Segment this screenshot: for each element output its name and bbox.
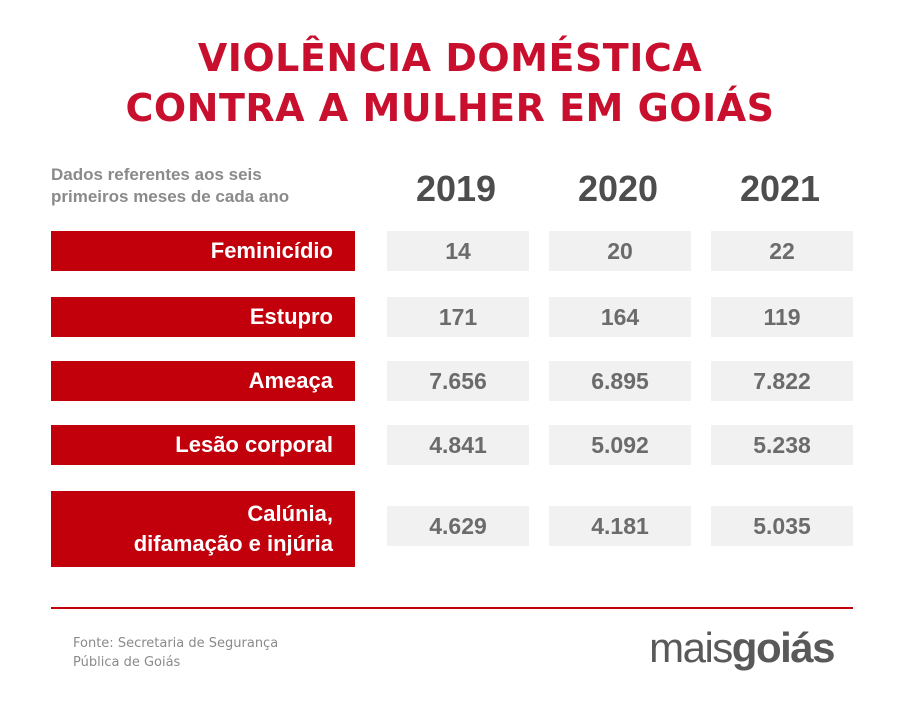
table-cell: 7.656 [387,361,529,401]
table-cell: 164 [549,297,691,337]
table-cell: 4.841 [387,425,529,465]
year-header-2019: 2019 [415,168,497,209]
table-cell: 119 [711,297,853,337]
page-title-line-2: CONTRA A MULHER EM GOIÁS [125,86,775,130]
category-feminicidio: Feminicídio [51,231,355,271]
table-cell: 20 [549,231,691,271]
table-cell: 5.238 [711,425,853,465]
table-cell: 4.629 [387,506,529,546]
data-note-line-1: Dados referentes aos seis [51,165,262,184]
logo-part-1: mais [649,624,733,671]
data-note: Dados referentes aos seis primeiros mese… [51,164,371,208]
maisgoias-logo: maisgoiás [649,624,836,672]
table-cell: 22 [711,231,853,271]
category-calunia-difamacao-injuria: Calúnia, difamação e injúria [51,491,355,567]
logo-part-2: goiás [731,624,836,671]
category-ameaca: Ameaça [51,361,355,401]
table-cell: 14 [387,231,529,271]
category-estupro: Estupro [51,297,355,337]
category-lesao-corporal: Lesão corporal [51,425,355,465]
data-note-line-2: primeiros meses de cada ano [51,187,290,206]
page-title-line-1: VIOLÊNCIA DOMÉSTICA [197,36,703,80]
source-line-2: Pública de Goiás [73,655,181,670]
table-cell: 4.181 [549,506,691,546]
table-cell: 5.035 [711,506,853,546]
table-cell: 5.092 [549,425,691,465]
source-line-1: Fonte: Secretaria de Segurança [73,636,279,651]
table-cell: 171 [387,297,529,337]
source-note: Fonte: Secretaria de Segurança Pública d… [73,634,393,672]
year-header-2021: 2021 [739,168,821,209]
table-cell: 7.822 [711,361,853,401]
year-header-2020: 2020 [577,168,659,209]
table-cell: 6.895 [549,361,691,401]
divider-line [51,607,853,609]
